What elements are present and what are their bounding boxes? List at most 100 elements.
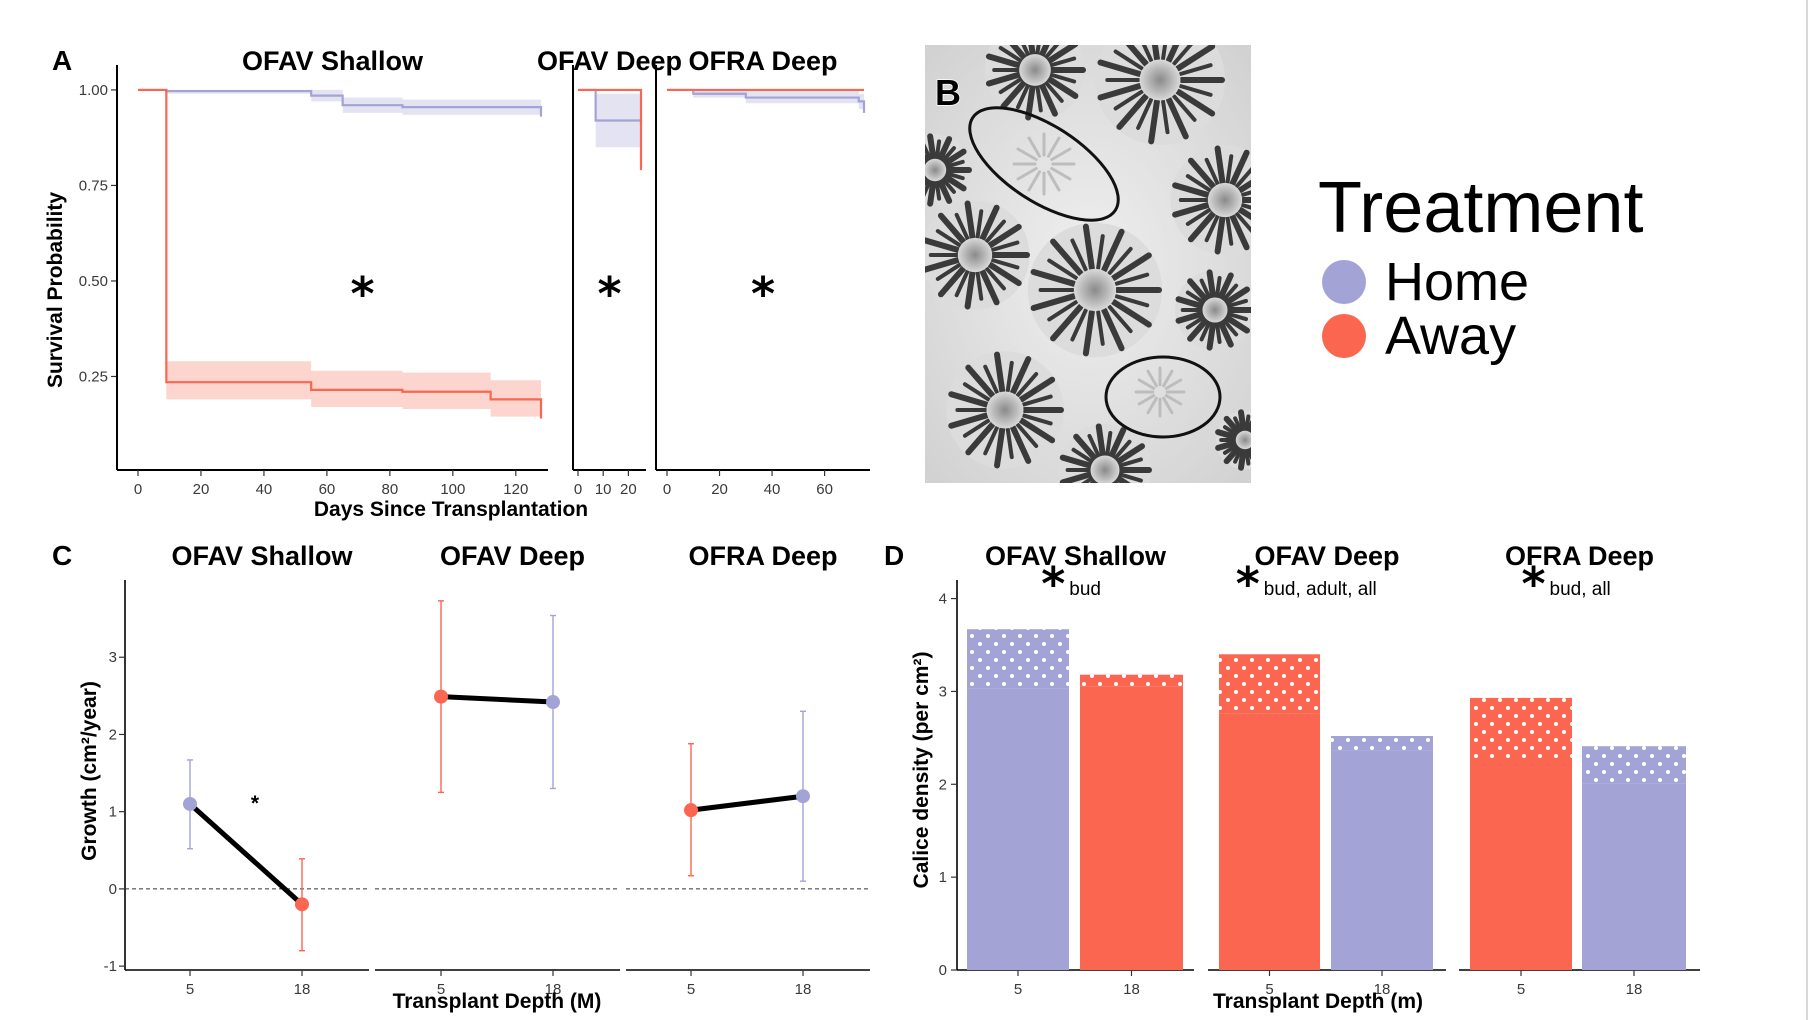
- survival-facet: OFAV Shallow 0 20 40 60 80 100 120 *: [116, 46, 548, 498]
- polyp-center: [1090, 455, 1120, 483]
- septum: [1097, 83, 1143, 101]
- septum: [1237, 179, 1251, 194]
- septum: [1117, 472, 1143, 483]
- septum: [1178, 63, 1213, 76]
- polyp: [1027, 222, 1163, 358]
- septum: [948, 412, 990, 429]
- y-tick-label: 0: [939, 962, 947, 979]
- septum: [1100, 482, 1105, 483]
- x-tick-label: 18: [1626, 981, 1643, 998]
- significance-star: *: [1041, 557, 1065, 611]
- septum: [935, 262, 962, 281]
- septum: [1249, 445, 1251, 450]
- septum: [1105, 430, 1113, 457]
- septum: [944, 171, 965, 181]
- septum: [1187, 278, 1210, 303]
- y-tick-label: 3: [109, 649, 117, 666]
- septum: [1206, 320, 1217, 351]
- y-tick-label: 4: [939, 591, 947, 608]
- bud-septum: [1137, 394, 1156, 406]
- septum: [1148, 98, 1160, 145]
- septum: [1038, 82, 1058, 117]
- septum: [1021, 413, 1053, 426]
- polyp: [925, 133, 972, 207]
- polyp-center: [957, 237, 993, 273]
- septum: [1046, 76, 1079, 99]
- septum: [1005, 360, 1014, 393]
- septum: [1185, 207, 1212, 226]
- septum: [1151, 45, 1160, 62]
- bud-septum: [1016, 147, 1038, 161]
- bud-septum: [1050, 167, 1072, 181]
- adult-bar-away: [1080, 686, 1183, 970]
- x-tick-label: 60: [816, 481, 833, 498]
- septum: [994, 426, 1006, 469]
- septum: [990, 240, 1020, 252]
- septum: [925, 170, 927, 176]
- septum: [1038, 45, 1050, 58]
- septum: [1046, 45, 1079, 64]
- bud-bar-away: [1470, 697, 1572, 762]
- septum: [1136, 97, 1153, 130]
- septum: [998, 45, 1023, 63]
- x-tick-label: 80: [382, 481, 399, 498]
- septum: [1096, 234, 1105, 270]
- septum: [1250, 432, 1251, 437]
- mean-point-away: [684, 803, 698, 818]
- survival-facet: OFRA Deep 0 20 40 60 *: [655, 46, 870, 498]
- septum: [1246, 445, 1251, 461]
- x-tick-label: 18: [1123, 981, 1140, 998]
- bud: [1134, 366, 1186, 418]
- septum: [925, 257, 961, 273]
- panel-a-label: A: [52, 45, 72, 76]
- septum: [925, 178, 933, 197]
- bud-bar-home: [967, 629, 1069, 689]
- septum: [998, 77, 1023, 95]
- confidence-band-home: [578, 89, 641, 148]
- septum: [987, 223, 1022, 249]
- septum: [975, 271, 984, 301]
- x-tick-label: 100: [440, 481, 465, 498]
- septum: [1234, 211, 1251, 234]
- septum: [925, 164, 927, 170]
- septum: [1244, 447, 1251, 466]
- septum: [1199, 278, 1212, 300]
- septum: [1000, 79, 1027, 110]
- y-tick-label: 0: [109, 881, 117, 898]
- septum: [1018, 376, 1056, 403]
- septum: [1110, 252, 1152, 281]
- significance-note: bud, all: [1550, 579, 1611, 600]
- septum: [925, 174, 927, 179]
- survival-facet: OFAV Deep 0 10 20 *: [537, 46, 682, 498]
- septum: [1030, 268, 1077, 287]
- facet-title: OFAV Deep: [537, 46, 682, 76]
- septum: [1114, 475, 1131, 483]
- septum: [1108, 481, 1115, 483]
- polyp-center: [1139, 59, 1181, 101]
- facet-title: OFRA Deep: [1505, 541, 1654, 571]
- septum: [1223, 444, 1242, 465]
- septum: [979, 204, 1000, 242]
- y-tick-label: 1.00: [79, 82, 108, 99]
- growth-facet: OFAV Deep 5 18: [375, 541, 620, 998]
- bud-septum: [1162, 396, 1174, 415]
- bud-septum: [1016, 167, 1038, 181]
- septum: [1244, 414, 1251, 433]
- septum: [1070, 308, 1088, 342]
- x-tick-label: 18: [294, 981, 311, 998]
- septum: [1089, 478, 1098, 483]
- bud-septum: [1162, 369, 1174, 388]
- x-tick-label: 10: [595, 481, 612, 498]
- legend: Treatment Home Away: [1318, 168, 1643, 366]
- septum: [1172, 202, 1211, 218]
- y-tick-label: 0.50: [79, 273, 108, 290]
- septum: [1044, 80, 1064, 103]
- panel-d-y-axis-title: Calice density (per cm²): [910, 652, 933, 889]
- septum: [1010, 356, 1032, 396]
- septum: [1107, 304, 1133, 334]
- septum: [1222, 425, 1239, 437]
- septum: [984, 219, 1006, 244]
- bud-bar-home: [1582, 746, 1686, 784]
